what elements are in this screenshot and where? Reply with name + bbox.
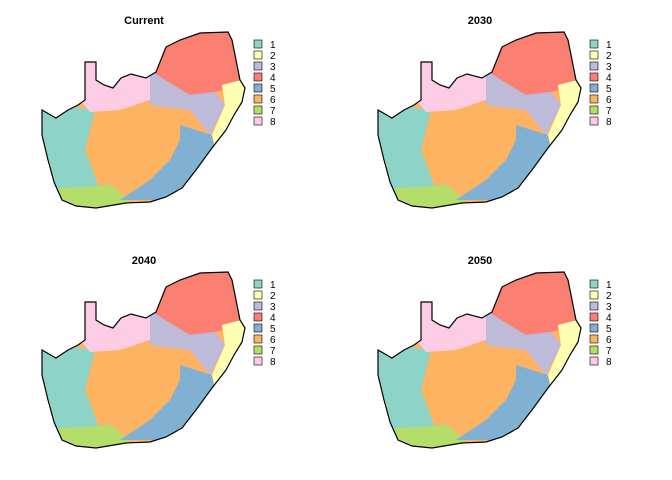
legend-swatch <box>253 301 263 311</box>
legend-label: 8 <box>270 117 276 128</box>
legend-swatch <box>589 83 599 93</box>
legend-label: 7 <box>270 346 276 357</box>
legend-swatch <box>589 290 599 300</box>
legend-swatch <box>589 323 599 333</box>
legend-swatch <box>253 116 263 126</box>
legend-swatch <box>253 323 263 333</box>
map-2030 <box>366 20 596 220</box>
legend-label: 5 <box>606 324 612 335</box>
legend-label: 4 <box>270 73 276 84</box>
legend-label: 1 <box>606 40 612 51</box>
legend-label: 5 <box>270 84 276 95</box>
legend-label: 4 <box>606 73 612 84</box>
legend-label: 7 <box>270 106 276 117</box>
legend-label: 6 <box>270 335 276 346</box>
legend-swatch <box>253 345 263 355</box>
legend-label: 6 <box>606 95 612 106</box>
legend-swatch <box>589 301 599 311</box>
legend-swatch <box>253 39 263 49</box>
legend-label: 8 <box>606 117 612 128</box>
legend-swatch <box>253 334 263 344</box>
legend-label: 5 <box>606 84 612 95</box>
legend-label: 7 <box>606 346 612 357</box>
legend-swatch <box>253 290 263 300</box>
legend-swatch <box>253 61 263 71</box>
legend-label: 7 <box>606 106 612 117</box>
legend-swatch <box>253 279 263 289</box>
legend-label: 6 <box>606 335 612 346</box>
legend-label: 4 <box>270 313 276 324</box>
legend-label: 3 <box>606 62 612 73</box>
legend-label: 4 <box>606 313 612 324</box>
legend-label: 1 <box>606 280 612 291</box>
legend-swatch <box>589 116 599 126</box>
map-2040 <box>30 260 260 460</box>
legend-label: 8 <box>270 357 276 368</box>
legend-swatch <box>253 105 263 115</box>
legend-swatch <box>589 50 599 60</box>
legend-swatch <box>589 345 599 355</box>
panel-title: 2040 <box>132 255 156 267</box>
panel-title: 2030 <box>468 15 492 27</box>
legend-label: 3 <box>270 302 276 313</box>
panel-title: Current <box>124 15 164 27</box>
legend-swatch <box>589 72 599 82</box>
legend-label: 8 <box>606 357 612 368</box>
legend-swatch <box>589 279 599 289</box>
legend-swatch <box>589 312 599 322</box>
legend-label: 2 <box>606 291 612 302</box>
legend-swatch <box>253 94 263 104</box>
legend-swatch <box>253 312 263 322</box>
legend-label: 2 <box>270 291 276 302</box>
legend-swatch <box>589 356 599 366</box>
panel-title: 2050 <box>468 255 492 267</box>
legend-swatch <box>589 61 599 71</box>
legend-label: 1 <box>270 40 276 51</box>
legend-swatch <box>589 334 599 344</box>
legend-label: 1 <box>270 280 276 291</box>
map-2050 <box>366 260 596 460</box>
legend-swatch <box>253 83 263 93</box>
legend-swatch <box>589 39 599 49</box>
map-current <box>30 20 260 220</box>
legend-swatch <box>253 72 263 82</box>
legend-label: 6 <box>270 95 276 106</box>
legend-label: 3 <box>270 62 276 73</box>
legend-label: 2 <box>606 51 612 62</box>
legend-swatch <box>589 105 599 115</box>
legend-swatch <box>253 356 263 366</box>
legend-swatch <box>253 50 263 60</box>
legend-label: 5 <box>270 324 276 335</box>
legend-label: 3 <box>606 302 612 313</box>
legend-label: 2 <box>270 51 276 62</box>
legend-swatch <box>589 94 599 104</box>
